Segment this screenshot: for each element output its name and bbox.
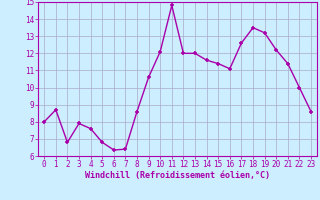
X-axis label: Windchill (Refroidissement éolien,°C): Windchill (Refroidissement éolien,°C): [85, 171, 270, 180]
